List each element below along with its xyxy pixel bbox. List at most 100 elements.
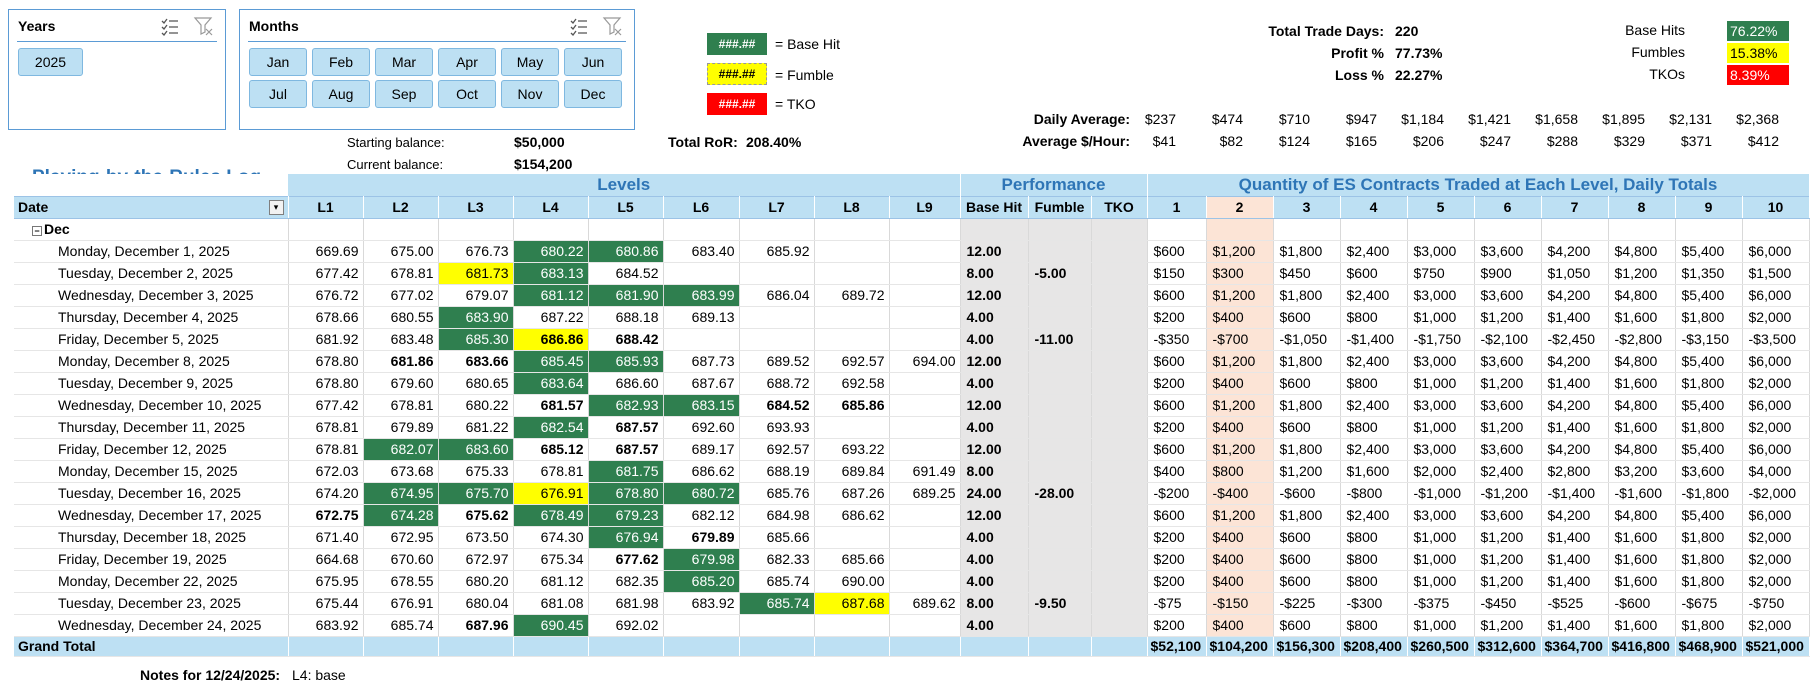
level-cell-l9: [889, 504, 961, 527]
multi-select-icon[interactable]: [159, 15, 181, 37]
level-cell-l3: 683.90: [438, 306, 514, 329]
base-hit-cell: 12.00: [960, 284, 1029, 307]
column-header-l1: L1: [288, 195, 364, 219]
level-cell-l7: [739, 306, 815, 329]
level-cell-l2: 682.07: [363, 438, 439, 461]
row-date: Friday, December 5, 2025: [14, 328, 289, 351]
level-cell-l6: 683.99: [663, 284, 740, 307]
profit-pct-label: Profit %: [1331, 45, 1384, 61]
row-date: Monday, December 8, 2025: [14, 350, 289, 373]
quantity-cell-3: $1,800: [1273, 240, 1341, 263]
table-row: Monday, December 15, 2025 672.03 673.68 675…: [14, 460, 1810, 483]
level-cell-l5: 679.23: [588, 504, 664, 527]
grand-total-cell-8: $416,800: [1608, 635, 1676, 657]
quantity-cell-8: $1,200: [1608, 262, 1676, 285]
base-hit-cell: 12.00: [960, 438, 1029, 461]
total-ror-label: Total RoR:: [668, 134, 738, 150]
levels-group-header: Levels: [288, 174, 961, 196]
quantity-cell-5: $1,000: [1407, 306, 1475, 329]
fumble-cell: [1028, 394, 1092, 417]
quantity-group-header: Quantity of ES Contracts Traded at Each …: [1147, 174, 1810, 196]
column-header-l5: L5: [588, 195, 664, 219]
level-cell-l7: 685.76: [739, 482, 815, 505]
quantity-cell-5: $1,000: [1407, 372, 1475, 395]
filter-dropdown-icon[interactable]: ▾: [268, 199, 284, 215]
table-row: Thursday, December 18, 2025 671.40 672.95 6…: [14, 526, 1810, 549]
month-button-dec[interactable]: Dec: [564, 80, 622, 108]
daily-average-10: $2,368: [1736, 111, 1779, 127]
row-date: Tuesday, December 23, 2025: [14, 592, 289, 615]
month-button-apr[interactable]: Apr: [438, 48, 496, 76]
row-date: Wednesday, December 10, 2025: [14, 394, 289, 417]
month-button-jul[interactable]: Jul: [249, 80, 307, 108]
hourly-average-10: $412: [1747, 133, 1779, 149]
quantity-cell-8: $3,200: [1608, 460, 1676, 483]
column-header-9: 9: [1675, 195, 1743, 219]
quantity-cell-7: $4,200: [1541, 394, 1609, 417]
quantity-cell-3: $600: [1273, 306, 1341, 329]
level-cell-l8: [814, 262, 890, 285]
quantity-cell-4: -$1,400: [1340, 328, 1408, 351]
quantity-cell-6: $3,600: [1474, 240, 1542, 263]
quantity-cell-8: $1,600: [1608, 372, 1676, 395]
month-button-jun[interactable]: Jun: [564, 48, 622, 76]
quantity-cell-5: $3,000: [1407, 284, 1475, 307]
clear-filter-icon[interactable]: [193, 15, 215, 37]
row-date: Tuesday, December 9, 2025: [14, 372, 289, 395]
month-button-may[interactable]: May: [501, 48, 559, 76]
table-row: Wednesday, December 24, 2025 683.92 685.74…: [14, 614, 1810, 637]
multi-select-icon[interactable]: [568, 15, 590, 37]
level-cell-l4: 674.30: [513, 526, 589, 549]
quantity-cell-10: $2,000: [1742, 614, 1810, 637]
grand-total-cell-5: $260,500: [1407, 635, 1475, 657]
current-balance-value: $154,200: [514, 156, 573, 172]
total-ror-value: 208.40%: [746, 134, 802, 150]
quantity-cell-1: $600: [1147, 504, 1207, 527]
quantity-cell-2: $1,200: [1206, 438, 1274, 461]
month-button-nov[interactable]: Nov: [501, 80, 559, 108]
month-button-oct[interactable]: Oct: [438, 80, 496, 108]
month-button-jan[interactable]: Jan: [249, 48, 307, 76]
tko-cell: [1091, 438, 1148, 461]
month-button-feb[interactable]: Feb: [312, 48, 370, 76]
fumble-cell: [1028, 504, 1092, 527]
quantity-cell-1: -$75: [1147, 592, 1207, 615]
level-cell-l4: 683.64: [513, 372, 589, 395]
quantity-cell-2: -$150: [1206, 592, 1274, 615]
month-button-mar[interactable]: Mar: [375, 48, 433, 76]
column-header-1: 1: [1147, 195, 1207, 219]
daily-average-9: $2,131: [1669, 111, 1712, 127]
level-cell-l9: [889, 614, 961, 637]
collapse-toggle-icon[interactable]: −: [32, 226, 42, 236]
tko-cell: [1091, 504, 1148, 527]
date-column-header[interactable]: Date ▾: [14, 195, 289, 219]
level-cell-l3: 675.33: [438, 460, 514, 483]
quantity-cell-2: $1,200: [1206, 350, 1274, 373]
level-cell-l2: 676.91: [363, 592, 439, 615]
quantity-cell-1: $600: [1147, 350, 1207, 373]
quantity-cell-3: -$600: [1273, 482, 1341, 505]
clear-filter-icon[interactable]: [602, 15, 624, 37]
quantity-cell-9: $5,400: [1675, 438, 1743, 461]
level-cell-l9: [889, 394, 961, 417]
level-cell-l8: 687.26: [814, 482, 890, 505]
level-cell-l3: 687.96: [438, 614, 514, 637]
level-cell-l7: 685.92: [739, 240, 815, 263]
level-cell-l2: 680.55: [363, 306, 439, 329]
year-button-2025[interactable]: 2025: [18, 48, 83, 76]
month-button-sep[interactable]: Sep: [375, 80, 433, 108]
base-hit-cell: 4.00: [960, 372, 1029, 395]
level-cell-l2: 685.74: [363, 614, 439, 637]
quantity-cell-2: $1,200: [1206, 240, 1274, 263]
quantity-cell-6: $1,200: [1474, 372, 1542, 395]
quantity-cell-4: $2,400: [1340, 240, 1408, 263]
quantity-cell-8: $4,800: [1608, 350, 1676, 373]
level-cell-l4: 683.13: [513, 262, 589, 285]
month-button-aug[interactable]: Aug: [312, 80, 370, 108]
level-cell-l6: 687.67: [663, 372, 740, 395]
legend-swatch-base-hit: ###.##: [707, 33, 767, 55]
quantity-cell-10: -$750: [1742, 592, 1810, 615]
quantity-cell-2: $400: [1206, 372, 1274, 395]
quantity-cell-8: -$600: [1608, 592, 1676, 615]
quantity-cell-8: -$1,600: [1608, 482, 1676, 505]
